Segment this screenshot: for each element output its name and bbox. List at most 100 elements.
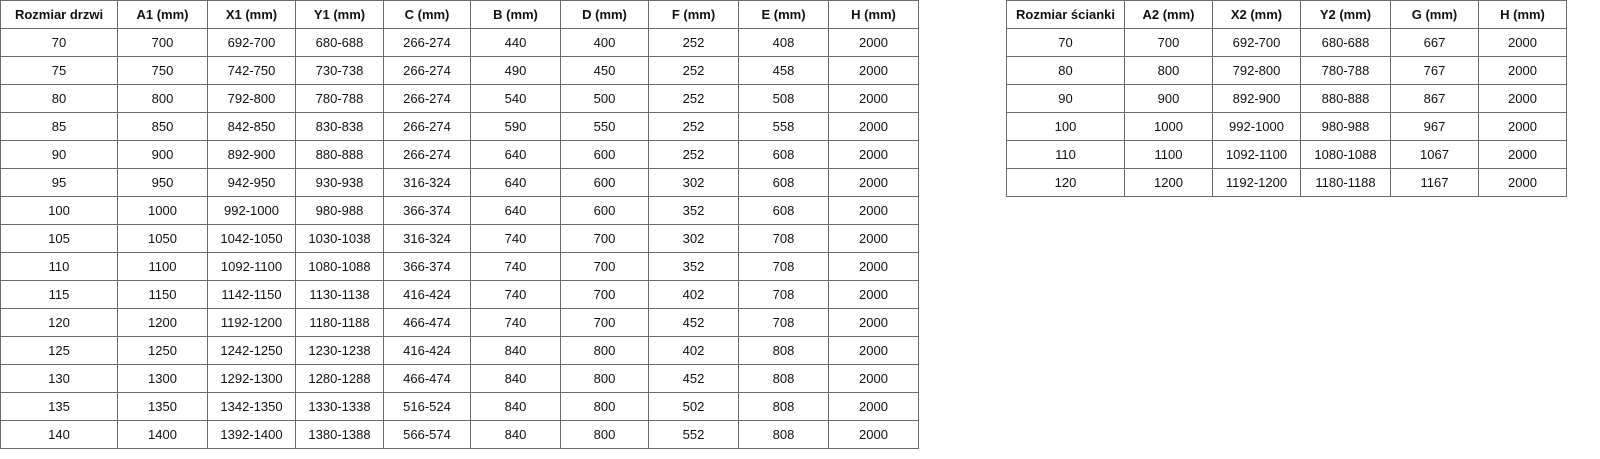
table-cell: 266-274	[383, 84, 471, 113]
table-cell: 708	[738, 308, 829, 337]
table-cell: 502	[648, 392, 739, 421]
table-cell: 1280-1288	[295, 364, 384, 393]
table-cell: 110	[0, 252, 118, 281]
table-cell: 302	[648, 168, 739, 197]
table-cell: 880-888	[1300, 84, 1391, 113]
table-cell: 416-424	[383, 336, 471, 365]
table-cell: 800	[560, 420, 649, 449]
table-cell: 740	[470, 308, 561, 337]
table-cell: 1250	[117, 336, 208, 365]
table-row: 110 1100 1092-1100 1080-1088 1067 2000	[1006, 140, 1567, 169]
table-cell: 466-474	[383, 364, 471, 393]
table-cell: 842-850	[207, 112, 296, 141]
table-cell: 266-274	[383, 28, 471, 57]
table-cell: 590	[470, 112, 561, 141]
table-cell: 740	[470, 224, 561, 253]
table-cell: 700	[117, 28, 208, 57]
column-header: G (mm)	[1390, 0, 1479, 29]
table-row: 120 1200 1192-1200 1180-1188 1167 2000	[1006, 168, 1567, 197]
table-cell: 900	[1124, 84, 1213, 113]
table-cell: 680-688	[295, 28, 384, 57]
column-header: Rozmiar drzwi	[0, 0, 118, 29]
table-cell: 800	[117, 84, 208, 113]
table-cell: 680-688	[1300, 28, 1391, 57]
table-row: 140 1400 1392-1400 1380-1388 566-574 840 800 55…	[0, 420, 919, 449]
table-cell: 792-800	[207, 84, 296, 113]
table-cell: 452	[648, 364, 739, 393]
table-cell: 800	[1124, 56, 1213, 85]
table-cell: 2000	[828, 392, 919, 421]
table-cell: 130	[0, 364, 118, 393]
table-cell: 1142-1150	[207, 280, 296, 309]
table-cell: 800	[560, 364, 649, 393]
table-cell: 2000	[828, 364, 919, 393]
table-cell: 1050	[117, 224, 208, 253]
table-cell: 692-700	[207, 28, 296, 57]
table-cell: 75	[0, 56, 118, 85]
column-header: C (mm)	[383, 0, 471, 29]
table-cell: 1067	[1390, 140, 1479, 169]
column-header: X1 (mm)	[207, 0, 296, 29]
table-row: 120 1200 1192-1200 1180-1188 466-474 740 700 45…	[0, 308, 919, 337]
table-cell: 1230-1238	[295, 336, 384, 365]
table-cell: 2000	[828, 252, 919, 281]
table-cell: 316-324	[383, 224, 471, 253]
table-cell: 800	[560, 392, 649, 421]
table-cell: 252	[648, 28, 739, 57]
table-cell: 90	[0, 140, 118, 169]
table-cell: 70	[1006, 28, 1125, 57]
table-cell: 1192-1200	[1212, 168, 1301, 197]
table-cell: 808	[738, 336, 829, 365]
table-cell: 95	[0, 168, 118, 197]
table-cell: 700	[560, 308, 649, 337]
table-cell: 1180-1188	[1300, 168, 1391, 197]
table-cell: 1092-1100	[207, 252, 296, 281]
table-cell: 558	[738, 112, 829, 141]
table-cell: 135	[0, 392, 118, 421]
table-cell: 640	[470, 196, 561, 225]
table-cell: 700	[1124, 28, 1213, 57]
table-cell: 1042-1050	[207, 224, 296, 253]
table-cell: 708	[738, 252, 829, 281]
table-cell: 2000	[1478, 28, 1567, 57]
table-row: 90 900 892-900 880-888 266-274 640 600 252 608 20…	[0, 140, 919, 169]
table-cell: 1100	[117, 252, 208, 281]
table-cell: 1180-1188	[295, 308, 384, 337]
table-cell: 667	[1390, 28, 1479, 57]
table-cell: 1150	[117, 280, 208, 309]
table-cell: 316-324	[383, 168, 471, 197]
table-cell: 892-900	[1212, 84, 1301, 113]
table-cell: 1400	[117, 420, 208, 449]
header-row: Rozmiar ścianki A2 (mm) X2 (mm) Y2 (mm) G (m…	[1006, 0, 1567, 29]
table-cell: 490	[470, 56, 561, 85]
table-cell: 840	[470, 420, 561, 449]
table-cell: 900	[117, 140, 208, 169]
table-cell: 1392-1400	[207, 420, 296, 449]
table-cell: 780-788	[1300, 56, 1391, 85]
table-cell: 416-424	[383, 280, 471, 309]
table-cell: 1100	[1124, 140, 1213, 169]
table-row: 100 1000 992-1000 980-988 967 2000	[1006, 112, 1567, 141]
table-cell: 992-1000	[1212, 112, 1301, 141]
table-cell: 992-1000	[207, 196, 296, 225]
table-row: 80 800 792-800 780-788 767 2000	[1006, 56, 1567, 85]
column-header: E (mm)	[738, 0, 829, 29]
table-cell: 950	[117, 168, 208, 197]
table-cell: 942-950	[207, 168, 296, 197]
table-cell: 640	[470, 168, 561, 197]
table-cell: 2000	[828, 420, 919, 449]
table-cell: 840	[470, 364, 561, 393]
table-cell: 1380-1388	[295, 420, 384, 449]
table-cell: 85	[0, 112, 118, 141]
column-header: Rozmiar ścianki	[1006, 0, 1125, 29]
table-cell: 2000	[828, 28, 919, 57]
column-header: A2 (mm)	[1124, 0, 1213, 29]
table-cell: 1000	[117, 196, 208, 225]
table-cell: 2000	[828, 84, 919, 113]
table-cell: 266-274	[383, 140, 471, 169]
table-cell: 700	[560, 280, 649, 309]
table-cell: 2000	[1478, 56, 1567, 85]
table-cell: 366-374	[383, 196, 471, 225]
table-cell: 2000	[1478, 168, 1567, 197]
table-cell: 252	[648, 140, 739, 169]
